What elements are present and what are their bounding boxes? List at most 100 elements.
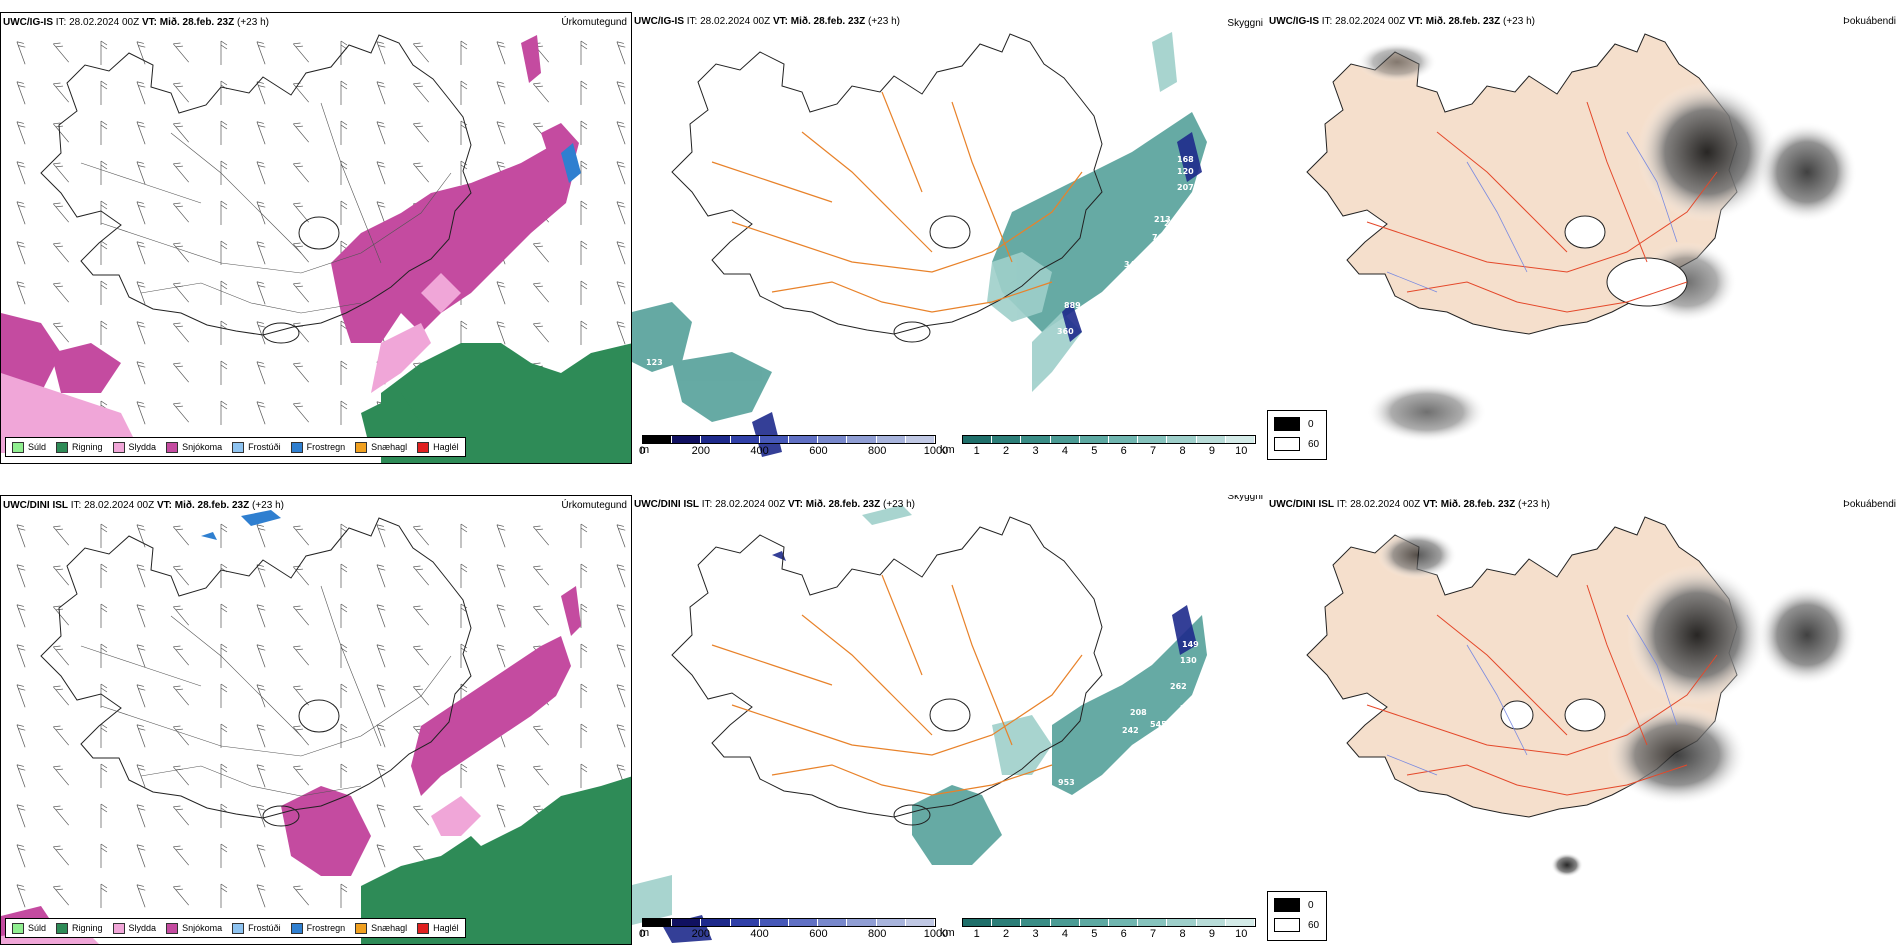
wind-barb xyxy=(580,523,588,548)
wind-barb xyxy=(616,684,626,708)
wind-barb xyxy=(293,885,309,906)
wind-barb xyxy=(136,401,146,425)
wind-barb xyxy=(580,200,588,225)
wind-barb xyxy=(340,400,348,425)
precip-map xyxy=(1,34,631,463)
colorbar-tick: 200 xyxy=(691,445,710,457)
wind-barb xyxy=(220,683,228,708)
wind-barb xyxy=(533,242,549,263)
wind-barb xyxy=(340,360,348,385)
wind-barb xyxy=(136,844,146,868)
wind-barb xyxy=(616,604,626,628)
colorbar-tick: 4 xyxy=(1061,928,1068,940)
legend-item: Snæhagl xyxy=(355,441,408,453)
legend-swatch xyxy=(56,922,69,934)
colorbar-step xyxy=(1167,919,1197,926)
legend-swatch xyxy=(112,922,125,934)
wind-barb xyxy=(136,644,146,668)
wind-barb xyxy=(53,885,69,906)
colorbar-tick: 6 xyxy=(1120,445,1127,457)
wind-barb xyxy=(16,161,26,185)
wind-barb xyxy=(460,320,468,345)
wind-barb xyxy=(533,82,549,103)
wind-barb xyxy=(100,200,108,225)
visibility-low-areas xyxy=(912,615,1207,865)
visibility-km-colorbar: 1 2 3 4 5 6 7 8 9 10 km xyxy=(940,918,1256,942)
wind-barb xyxy=(256,321,266,345)
wind-barb xyxy=(580,603,588,628)
fog-legend-item: 60 xyxy=(1274,437,1326,451)
visibility-value-label: 338 xyxy=(1140,260,1157,269)
wind-barb xyxy=(293,765,309,786)
panel-title: UWC/IG-IS IT: 28.02.2024 00Z VT: Mið. 28… xyxy=(3,17,269,28)
wind-barb xyxy=(616,644,626,668)
wind-barb xyxy=(256,81,266,105)
wind-barb xyxy=(136,241,146,265)
visibility-km-colorbar: 1 2 3 4 5 6 7 8 9 10 km xyxy=(940,435,1256,459)
wind-barb xyxy=(413,565,429,586)
colorbar-step xyxy=(847,436,877,443)
wind-barb xyxy=(293,202,309,223)
wind-barb xyxy=(100,603,108,628)
colorbar-tick: 800 xyxy=(868,928,887,940)
legend-label: Frostregn xyxy=(306,442,346,452)
wind-barb xyxy=(616,161,626,185)
legend-item: Snjókoma xyxy=(166,441,222,453)
fog-map xyxy=(1306,516,1857,877)
wind-barb xyxy=(496,764,506,788)
fog-legend: 0 60 xyxy=(1267,410,1327,460)
wind-barb xyxy=(136,564,146,588)
wind-barb xyxy=(580,563,588,588)
wind-barb xyxy=(413,685,429,706)
wind-barb xyxy=(16,804,26,828)
precip-type-legend: Súld Rigning Slydda Snjókoma Frostúði Frostre… xyxy=(5,918,466,938)
panel-precip-type-dini: UWC/DINI ISL IT: 28.02.2024 00Z VT: Mið.… xyxy=(0,495,632,945)
legend-swatch xyxy=(112,441,125,453)
visibility-value-label: 953 xyxy=(1058,778,1075,787)
wind-barb xyxy=(340,883,348,908)
colorbar-step xyxy=(730,436,760,443)
legend-swatch xyxy=(166,922,179,934)
fog-legend-label: 60 xyxy=(1308,438,1320,450)
wind-barb xyxy=(100,120,108,145)
wind-barb xyxy=(533,605,549,626)
wind-barb xyxy=(16,524,26,548)
wind-barb xyxy=(616,524,626,548)
visibility-value-label: 123 xyxy=(646,358,663,367)
wind-barb xyxy=(53,82,69,103)
fog-legend-swatch xyxy=(1274,437,1300,451)
wind-barb xyxy=(413,525,429,546)
visibility-value-label: 889 xyxy=(1064,301,1081,310)
colorbar-step xyxy=(905,919,936,926)
wind-barb xyxy=(616,564,626,588)
wind-barb xyxy=(580,40,588,65)
colorbar-tick: 9 xyxy=(1208,445,1215,457)
colorbar-step xyxy=(701,919,731,926)
colorbar-tick: 7 xyxy=(1150,445,1157,457)
wind-barb xyxy=(100,320,108,345)
wind-barb xyxy=(220,603,228,628)
legend-swatch xyxy=(12,441,24,453)
wind-barb xyxy=(413,805,429,826)
panel-field-name: Þokuábendi xyxy=(1843,16,1896,27)
wind-barb xyxy=(220,763,228,788)
wind-barb xyxy=(173,362,189,383)
wind-barb xyxy=(580,643,588,668)
wind-barb xyxy=(173,645,189,666)
fog-legend-swatch xyxy=(1274,417,1300,431)
fog-legend-item: 0 xyxy=(1274,417,1326,431)
iceland-outline xyxy=(40,517,472,827)
wind-barb xyxy=(533,525,549,546)
wind-barb xyxy=(220,200,228,225)
legend-label: Snæhagl xyxy=(371,442,408,452)
wind-barb xyxy=(293,82,309,103)
wind-barb xyxy=(533,282,549,303)
wind-barb xyxy=(100,280,108,305)
panel-field-name: Úrkomutegund xyxy=(561,17,627,28)
wind-barb xyxy=(220,803,228,828)
wind-barb xyxy=(220,80,228,105)
visibility-value-label: 130 xyxy=(1180,656,1197,665)
roads xyxy=(80,102,452,314)
visibility-value-label: 149 xyxy=(1182,640,1199,649)
